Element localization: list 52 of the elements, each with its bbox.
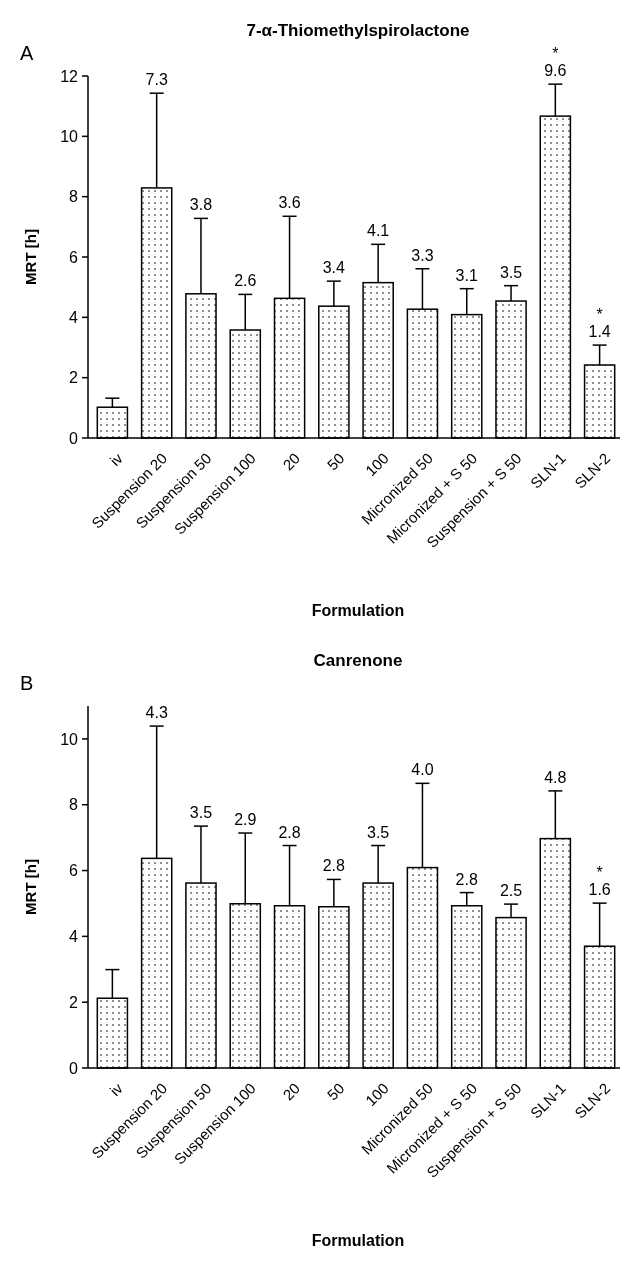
y-tick-label: 0 [69,429,79,447]
annotation: 3.8 [189,196,213,214]
annotation: 4.1 [367,222,390,240]
annotation: 3.5 [499,263,523,281]
annotation: * [552,45,559,63]
annotation: 2.6 [234,272,257,290]
annotation: 4.8 [544,768,567,786]
text: A [20,42,34,64]
x-tick-label: 20 [279,449,304,474]
annotation: 3.4 [322,259,346,277]
y-tick-label: 12 [60,67,79,85]
y-tick-label: 6 [69,248,79,266]
y-tick-label: 4 [69,927,79,945]
annotation: 4.3 [145,704,168,722]
x-tick-label: 50 [323,1079,348,1104]
y-tick-label: 0 [69,1059,79,1077]
y-axis-title: MRT [h] [22,229,39,285]
annotation: * [596,306,603,324]
annotation: 3.5 [367,823,390,841]
annotation: 9.6 [544,62,567,80]
chart-title: 7-α-Thiomethylspirolactone [246,21,470,40]
annotation: 3.3 [411,246,434,264]
y-tick-label: 8 [69,796,79,814]
y-tick-label: 10 [60,127,79,145]
annotation: 1.4 [588,323,611,341]
annotation: 3.6 [278,194,301,212]
text: B [20,672,34,694]
y-tick-label: 4 [69,308,79,326]
x-tick-label: 50 [323,449,348,474]
y-tick-label: 6 [69,862,79,880]
x-tick-label: 20 [279,1079,304,1104]
x-tick-label: iv [106,1079,127,1100]
annotation: 1.6 [588,881,611,899]
x-tick-label: iv [106,449,127,470]
y-tick-label: 8 [69,188,79,206]
chart-title: Canrenone [313,651,403,670]
y-tick-label: 10 [60,730,79,748]
annotation: 2.8 [455,870,478,888]
x-axis-title: Formulation [311,602,405,619]
annotation: 3.5 [189,804,213,822]
y-tick-label: 2 [69,993,79,1011]
annotation: 4.0 [411,761,434,779]
annotation: 3.1 [455,266,478,284]
annotation: 2.9 [234,811,257,829]
annotation: 2.8 [278,823,301,841]
y-axis-title: MRT [h] [22,859,39,915]
y-tick-label: 2 [69,369,79,387]
annotation: 2.8 [322,857,346,875]
x-axis-title: Formulation [311,1232,405,1249]
annotation: 2.5 [499,882,523,900]
annotation: * [596,864,603,882]
annotation: 7.3 [145,71,168,89]
